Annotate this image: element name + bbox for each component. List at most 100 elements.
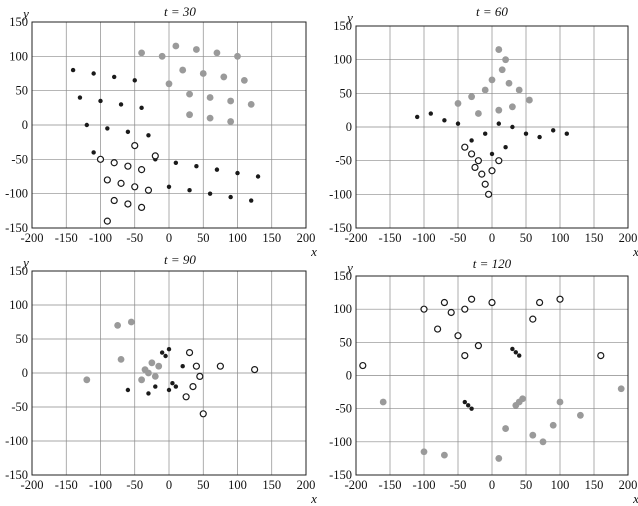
grey-filled-point bbox=[247, 101, 255, 108]
x-tick-label: -150 bbox=[55, 478, 78, 492]
black-small-point bbox=[496, 121, 501, 126]
grey-filled-point bbox=[502, 56, 509, 64]
black-small-point bbox=[469, 406, 474, 411]
x-tick-label: 150 bbox=[262, 478, 281, 492]
open-circle-point bbox=[556, 295, 564, 303]
grey-filled-point bbox=[495, 46, 503, 53]
grey-filled-point bbox=[186, 90, 193, 98]
black-small-point bbox=[207, 191, 213, 196]
x-tick-label: 150 bbox=[585, 231, 604, 245]
open-circle-point bbox=[468, 295, 476, 303]
black-small-point bbox=[228, 194, 233, 200]
black-small-point bbox=[173, 384, 179, 389]
open-circle-point bbox=[131, 183, 139, 191]
black-small-point bbox=[112, 74, 117, 80]
y-tick-label: -50 bbox=[335, 154, 352, 168]
grey-filled-point bbox=[488, 76, 496, 84]
y-tick-label: 150 bbox=[9, 264, 28, 278]
open-circle-point bbox=[151, 152, 159, 160]
x-tick-label: -200 bbox=[345, 231, 368, 245]
y-tick-label: 100 bbox=[9, 49, 28, 63]
x-tick-label: -50 bbox=[126, 231, 143, 245]
panel-title: t = 30 bbox=[164, 4, 196, 19]
grey-filled-point bbox=[454, 100, 462, 107]
open-circle-point bbox=[478, 170, 486, 178]
grey-filled-point bbox=[526, 96, 533, 104]
black-small-point bbox=[105, 126, 110, 131]
grey-filled-point bbox=[227, 97, 235, 105]
black-small-point bbox=[139, 105, 144, 111]
y-tick-label: 0 bbox=[346, 120, 352, 134]
black-small-point bbox=[537, 134, 542, 140]
data-points bbox=[359, 295, 625, 462]
x-tick-label: 200 bbox=[297, 231, 316, 245]
black-small-point bbox=[187, 188, 192, 193]
grey-filled-point bbox=[420, 448, 428, 456]
y-axis-label: y bbox=[345, 260, 353, 275]
x-tick-label: 50 bbox=[520, 231, 533, 245]
black-small-point bbox=[77, 95, 83, 100]
grey-filled-point bbox=[151, 373, 159, 380]
y-tick-label: 150 bbox=[333, 269, 352, 283]
open-circle-point bbox=[359, 361, 367, 370]
open-circle-point bbox=[192, 362, 200, 370]
black-small-point bbox=[503, 145, 508, 150]
x-tick-label: -200 bbox=[21, 478, 44, 492]
panel-t120: -200 -150 -100 -50 0 50 100 150 200150100500-50-… bbox=[329, 256, 638, 506]
grey-filled-point bbox=[165, 80, 173, 88]
grey-filled-point bbox=[179, 66, 187, 74]
open-circle-point bbox=[474, 342, 482, 350]
grey-filled-point bbox=[158, 52, 166, 60]
black-small-point bbox=[132, 78, 137, 83]
y-tick-label: -100 bbox=[5, 434, 28, 448]
y-tick-label: -100 bbox=[5, 187, 28, 201]
grey-filled-point bbox=[475, 110, 482, 117]
black-small-point bbox=[166, 387, 172, 393]
y-tick-label: -50 bbox=[11, 400, 28, 414]
y-tick-label: 50 bbox=[340, 86, 353, 100]
black-small-point bbox=[173, 160, 179, 165]
grey-filled-point bbox=[83, 376, 91, 384]
x-tick-label: -50 bbox=[126, 478, 143, 492]
black-small-point bbox=[564, 131, 569, 136]
open-circle-point bbox=[420, 305, 428, 313]
open-circle-point bbox=[251, 366, 259, 374]
open-circle-point bbox=[434, 325, 442, 333]
open-circle-point bbox=[110, 196, 118, 205]
grey-filled-point bbox=[549, 421, 557, 429]
y-tick-label: -150 bbox=[329, 468, 352, 482]
black-small-point bbox=[442, 118, 447, 123]
x-tick-label: 200 bbox=[619, 478, 638, 492]
plot-frame bbox=[31, 270, 307, 476]
panel-t90: -200 -150 -100 -50 0 50 100 150 200150100500-50-… bbox=[5, 252, 317, 506]
x-tick-label: -100 bbox=[89, 231, 112, 245]
black-small-point bbox=[163, 353, 168, 359]
x-tick-label: 100 bbox=[228, 231, 247, 245]
black-small-point bbox=[180, 364, 185, 369]
open-circle-point bbox=[454, 332, 462, 340]
x-tick-label: 150 bbox=[262, 231, 281, 245]
open-circle-point bbox=[471, 163, 479, 171]
black-small-point bbox=[84, 122, 90, 128]
y-tick-label: -150 bbox=[5, 468, 28, 482]
black-small-point bbox=[70, 67, 76, 73]
y-axis-label: y bbox=[21, 255, 29, 270]
x-tick-label: -150 bbox=[55, 231, 78, 245]
grey-filled-point bbox=[512, 401, 520, 409]
grey-filled-point bbox=[502, 425, 509, 432]
open-circle-point bbox=[440, 298, 448, 307]
y-tick-label: 100 bbox=[333, 302, 352, 316]
open-circle-point bbox=[131, 142, 139, 150]
black-small-point bbox=[455, 121, 461, 126]
gridlines bbox=[355, 25, 629, 229]
grey-filled-point bbox=[240, 76, 248, 84]
y-tick-label: 150 bbox=[333, 19, 352, 33]
grey-filled-point bbox=[495, 455, 503, 462]
x-tick-label: 100 bbox=[551, 231, 570, 245]
open-circle-point bbox=[144, 186, 153, 194]
black-small-point bbox=[510, 124, 515, 130]
open-circle-point bbox=[461, 305, 469, 313]
x-tick-label: -150 bbox=[379, 478, 402, 492]
x-tick-label: -100 bbox=[413, 478, 436, 492]
